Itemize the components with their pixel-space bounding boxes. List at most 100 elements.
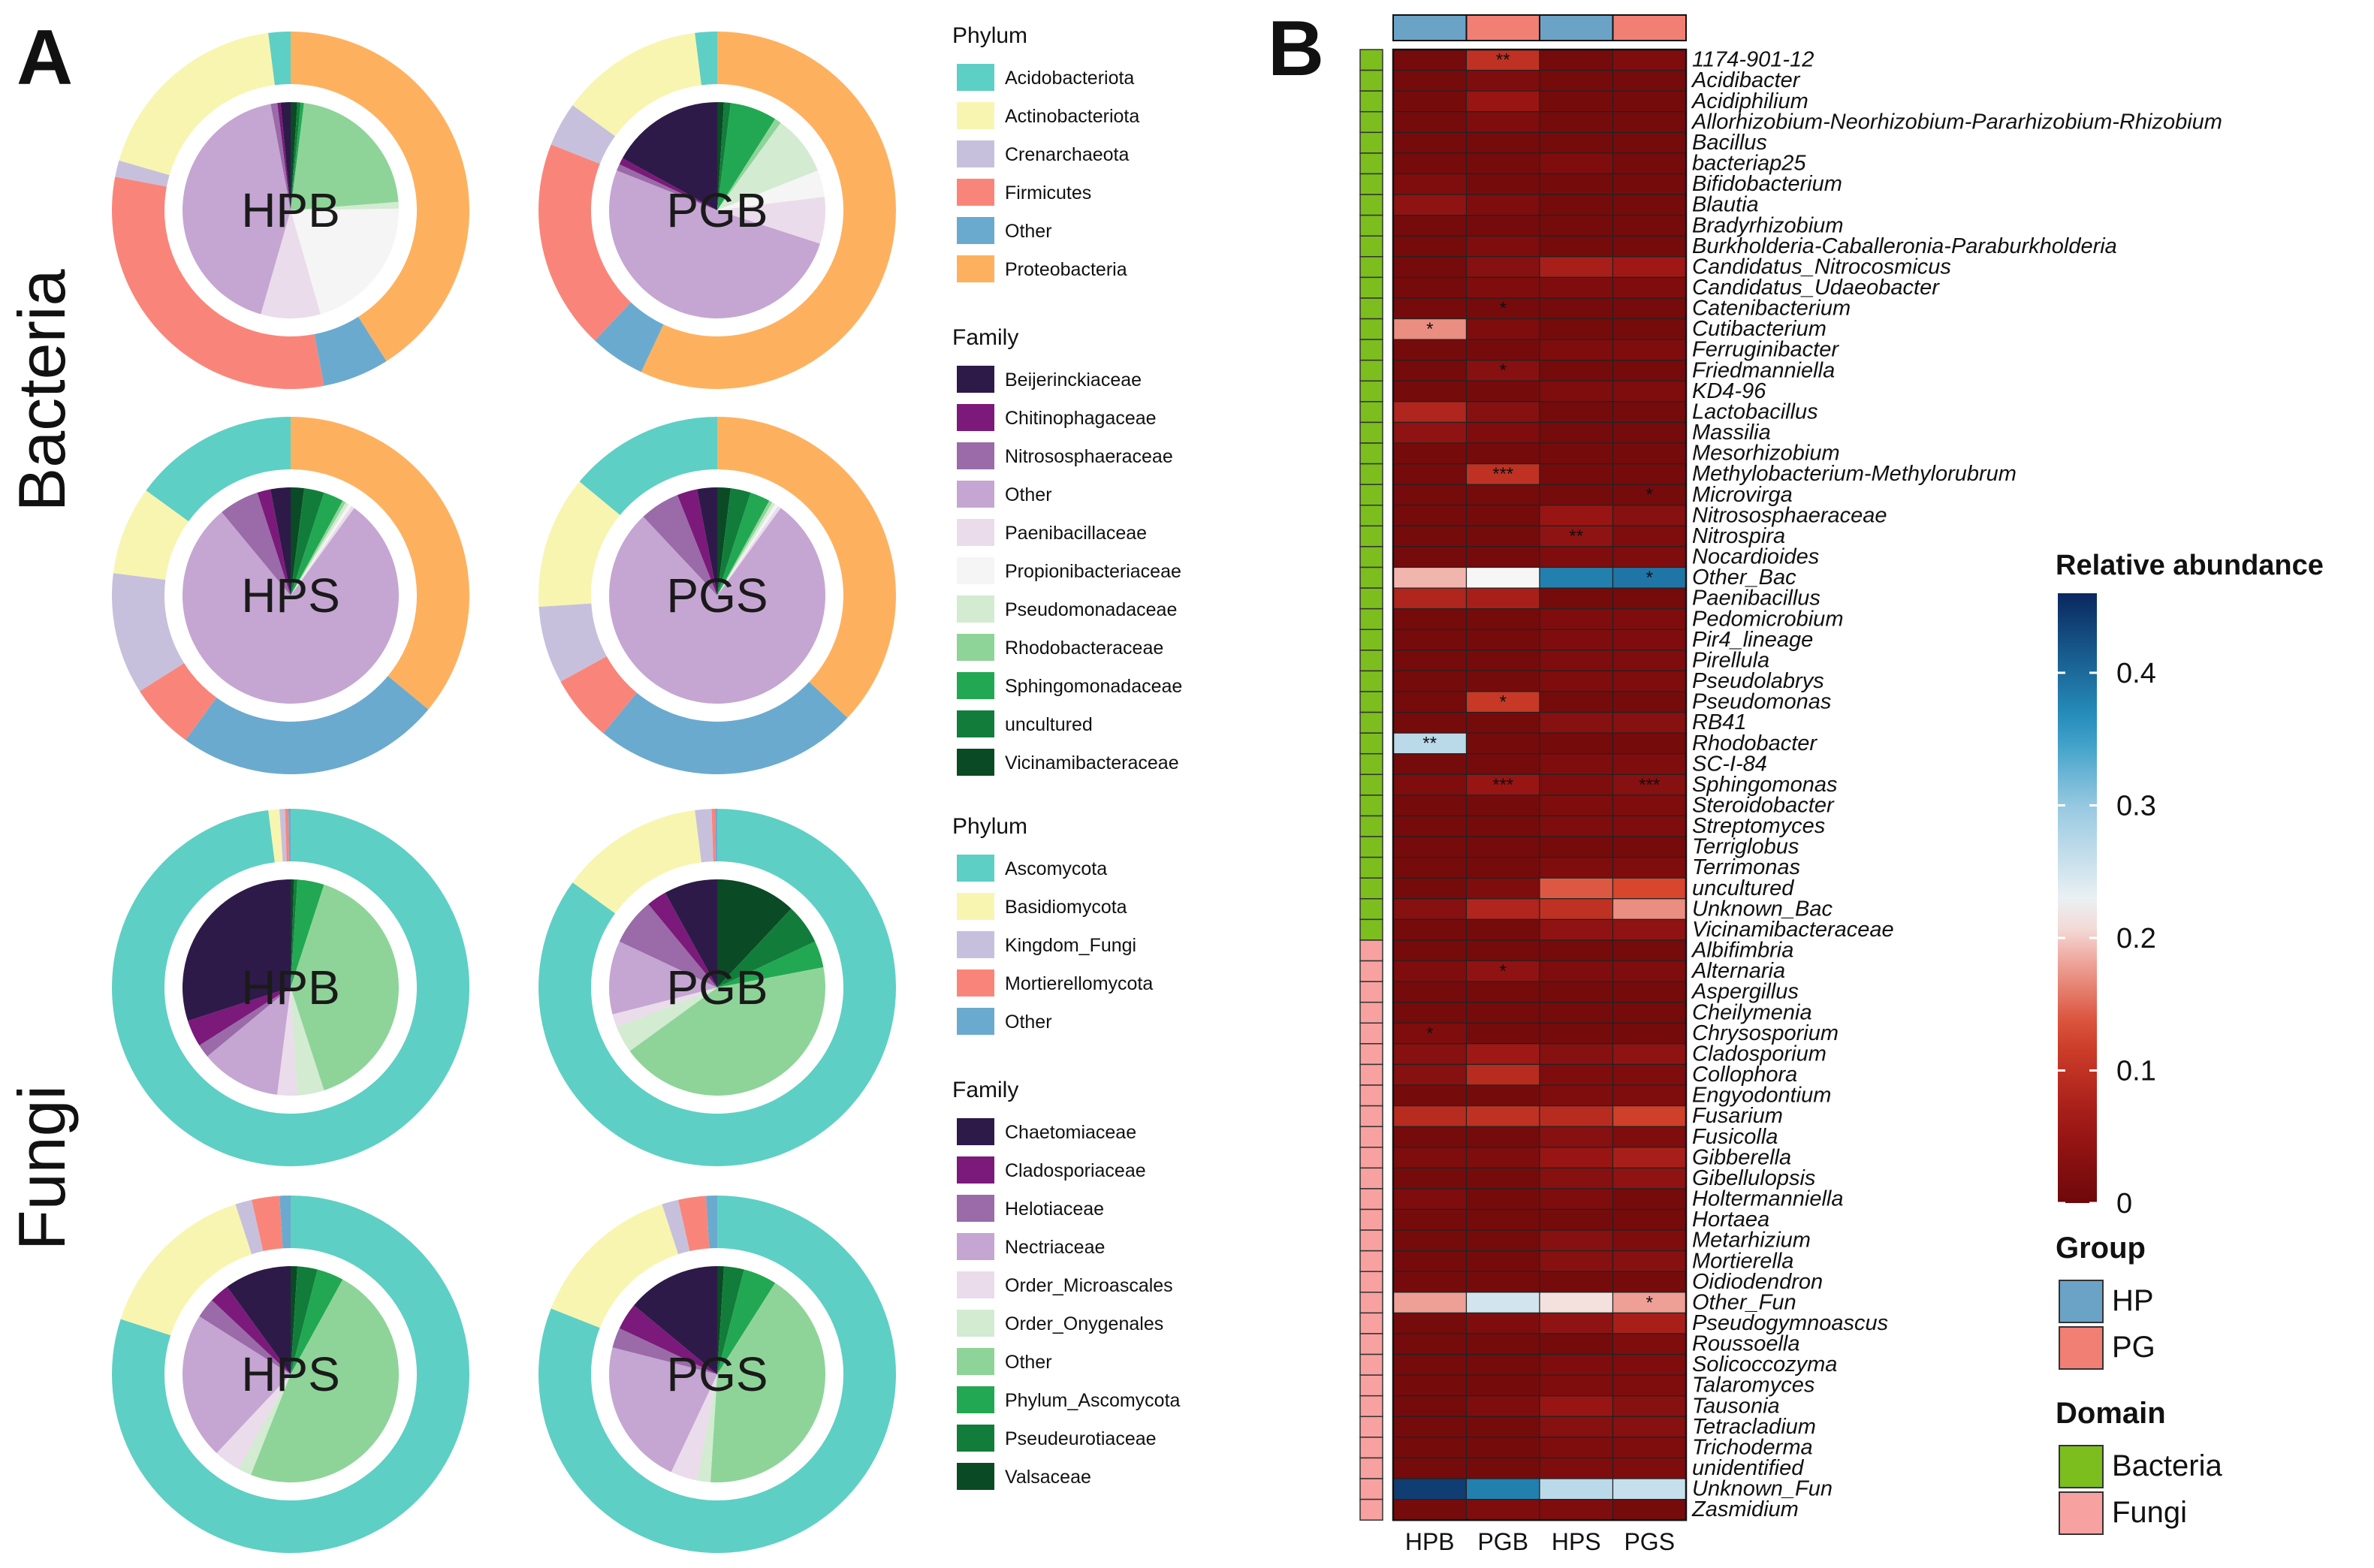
heatmap-row	[1392, 235, 1687, 258]
heatmap-cell	[1392, 215, 1468, 237]
heatmap-row	[1392, 1498, 1687, 1521]
heatmap-cell	[1392, 939, 1468, 962]
heatmap-cell	[1392, 815, 1468, 837]
legend-swatch	[957, 634, 994, 661]
domain-legend: Domain Bacteria Fungi	[2056, 1397, 2222, 1535]
donut-charts: HPB PGB HPS PGS HPB PGB HPS PGS	[112, 32, 896, 1553]
family-slice-uncultured	[291, 488, 324, 596]
heatmap-cell	[1465, 215, 1540, 237]
phylum-slice-basidiomycota	[120, 1204, 252, 1336]
heatmap-cell	[1392, 339, 1468, 361]
donut-label: PGB	[666, 183, 768, 237]
heatmap-cell	[1465, 898, 1540, 920]
heatmap-cell	[1392, 898, 1468, 920]
donut-bacteria-pgb: PGB	[538, 32, 896, 389]
row-label: Talaromyces	[1692, 1374, 1814, 1398]
domain-cell-bacteria	[1359, 608, 1383, 630]
legend-item-kingdom-fungi: Kingdom_Fungi	[957, 931, 1136, 958]
heatmap-cell	[1392, 1312, 1468, 1334]
heatmap-cell	[1392, 1208, 1468, 1231]
heatmap-cell	[1392, 546, 1468, 568]
legend-item-acidobacteriota: Acidobacteriota	[957, 64, 1134, 91]
legend-label: Fungi	[2112, 1496, 2187, 1529]
heatmap-cell	[1539, 1126, 1614, 1148]
heatmap-cell	[1465, 650, 1540, 672]
heatmap-cell	[1612, 1416, 1687, 1438]
heatmap-cell	[1465, 1333, 1540, 1355]
row-label: Blautia	[1692, 193, 1759, 217]
heatmap-row	[1392, 711, 1687, 734]
heatmap-cell	[1465, 1395, 1540, 1417]
heatmap-row	[1392, 1147, 1687, 1168]
heatmap-cell	[1465, 49, 1540, 71]
legend-item-paenibacillaceae: Paenibacillaceae	[957, 519, 1147, 546]
domain-annotation-bar	[1359, 49, 1383, 1521]
heatmap-cell	[1465, 1167, 1540, 1190]
heatmap-cell	[1539, 463, 1614, 485]
legend-swatch	[957, 481, 994, 508]
row-label: Steroidobacter	[1692, 793, 1835, 817]
heatmap-cell	[1539, 360, 1614, 381]
heatmap-cell	[1612, 1395, 1687, 1417]
heatmap-cell	[1539, 1457, 1614, 1479]
row-label: Collophora	[1692, 1063, 1797, 1087]
heatmap-row	[1392, 939, 1687, 962]
family-slice-propionibacteriaceae	[717, 170, 825, 210]
row-label: Albifimbria	[1691, 939, 1793, 963]
heatmap-cell	[1392, 69, 1468, 92]
row-label: Allorhizobium-Neorhizobium-Pararhizobium…	[1691, 110, 2222, 134]
heatmap-cell	[1392, 1395, 1468, 1417]
legend-item-rhodobacteraceae: Rhodobacteraceae	[957, 634, 1163, 661]
row-label: Bradyrhizobium	[1692, 213, 1843, 237]
row-label: Terrimonas	[1692, 855, 1800, 879]
heatmap-cell	[1539, 1022, 1614, 1045]
row-label: Massilia	[1692, 421, 1771, 445]
significance-mark: *	[1500, 298, 1507, 318]
heatmap-cell	[1539, 1229, 1614, 1252]
heatmap-cell	[1392, 608, 1468, 630]
significance-mark: *	[1646, 485, 1653, 505]
domain-cell-bacteria	[1359, 587, 1383, 610]
heatmap-cell	[1465, 608, 1540, 630]
family-slice-beijerinckiaceae	[270, 487, 291, 596]
significance-mark: *	[1426, 1024, 1433, 1044]
phylum-slice-other	[314, 316, 387, 386]
heatmap-row	[1392, 1167, 1687, 1190]
heatmap-row	[1392, 857, 1687, 879]
family-slice-nectriaceae	[182, 1316, 291, 1453]
row-label: Nitrososphaeraceae	[1692, 503, 1887, 527]
heatmap-cell	[1612, 1457, 1687, 1479]
heatmap-cell	[1539, 111, 1614, 133]
family-slice-helotiaceae	[619, 904, 717, 988]
legend-label: Nectriaceae	[1005, 1237, 1105, 1258]
group-cell-pg	[1465, 14, 1540, 41]
heatmap-cell	[1465, 1105, 1540, 1127]
heatmap-cell	[1612, 1105, 1687, 1127]
heatmap-cell	[1612, 1002, 1687, 1024]
significance-mark: *	[1500, 360, 1507, 381]
heatmap-cell	[1612, 276, 1687, 299]
heatmap: ****************** ******1174-901-12Acidi…	[1359, 14, 2222, 1555]
heatmap-cell	[1612, 1292, 1687, 1313]
heatmap-row	[1392, 981, 1687, 1003]
phylum-slice-ascomycota	[112, 809, 470, 1167]
phylum-slice-acidobacteriota	[695, 32, 717, 86]
row-label: Nitrospira	[1692, 524, 1785, 548]
legend-label: Order_Onygenales	[1005, 1313, 1163, 1334]
heatmap-cell	[1392, 918, 1468, 941]
domain-cell-bacteria	[1359, 525, 1383, 547]
row-label: bacteriap25	[1692, 152, 1806, 176]
family-slice-chaetomiaceae	[634, 1266, 717, 1374]
family-slice-phylum-ascomycota	[291, 879, 324, 988]
domain-cell-fungi	[1359, 1126, 1383, 1148]
heatmap-cell	[1465, 836, 1540, 858]
family-slice-valsaceae	[291, 879, 294, 988]
heatmap-cell	[1539, 194, 1614, 216]
heatmap-cell	[1539, 795, 1614, 817]
heatmap-cell	[1392, 1105, 1468, 1127]
family-slice-other	[609, 170, 820, 318]
heatmap-row	[1392, 898, 1687, 920]
heatmap-cell	[1392, 711, 1468, 734]
legend-item-pseudomonadaceae: Pseudomonadaceae	[957, 596, 1177, 623]
heatmap-cell	[1612, 442, 1687, 465]
